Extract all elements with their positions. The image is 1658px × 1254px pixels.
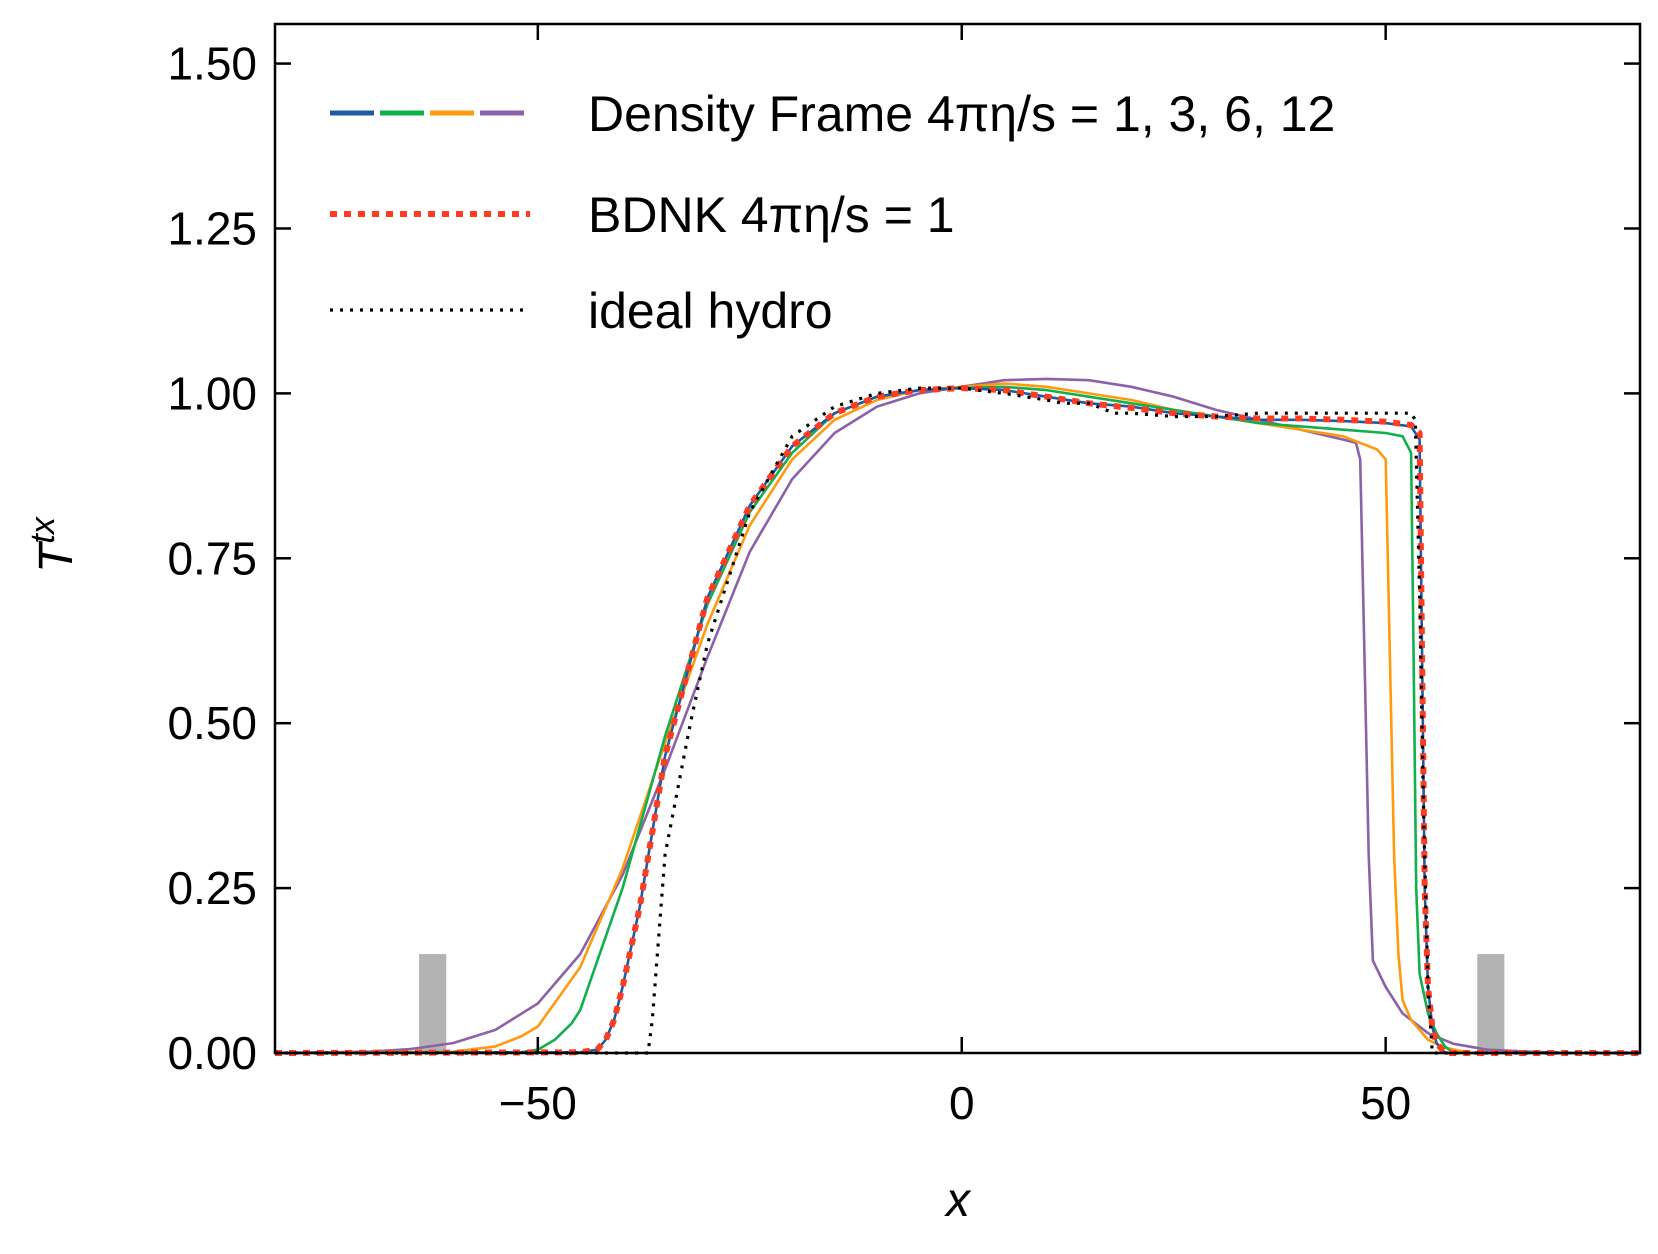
y-tick-label: 0.75 — [167, 532, 257, 584]
plot-frame — [273, 22, 1642, 1055]
y-axis-label-sup: tx — [24, 516, 62, 543]
shaded-region-0 — [419, 954, 447, 1053]
series-line-3 — [274, 386, 1640, 1055]
x-axis-label: x — [944, 1174, 972, 1227]
y-tick-label: 0.25 — [167, 862, 257, 914]
tick-labels: −50 0 50 0.00 0.25 0.50 0.75 1.00 1.25 1.50 — [167, 38, 1411, 1129]
series-lines — [274, 377, 1640, 1056]
y-tick-label: 1.00 — [167, 367, 257, 419]
shaded-regions — [419, 954, 1505, 1053]
y-tick-label: 1.25 — [167, 202, 257, 254]
series-line-5 — [275, 386, 1640, 1055]
legend-label-1: BDNK 4πη/s = 1 — [588, 187, 955, 243]
series-line-2 — [274, 385, 1640, 1055]
axis-ticks — [275, 24, 1640, 1055]
y-tick-label: 1.50 — [167, 38, 257, 90]
legend: Density Frame 4πη/s = 1, 3, 6, 12 BDNK 4π… — [330, 86, 1335, 339]
legend-label-2: ideal hydro — [588, 283, 833, 339]
y-axis-label-base: T — [30, 540, 83, 573]
series-line-1 — [274, 382, 1640, 1055]
series-line-4 — [274, 385, 1640, 1056]
y-tick-label: 0.50 — [167, 697, 257, 749]
y-tick-label: 0.00 — [167, 1027, 257, 1079]
y-axis-label: Ttx — [24, 516, 83, 573]
x-tick-label: 0 — [949, 1077, 975, 1129]
legend-label-0: Density Frame 4πη/s = 1, 3, 6, 12 — [588, 86, 1335, 142]
x-tick-label: −50 — [499, 1077, 577, 1129]
series-line-0 — [274, 377, 1640, 1055]
x-tick-label: 50 — [1360, 1077, 1411, 1129]
shaded-region-1 — [1477, 954, 1505, 1053]
